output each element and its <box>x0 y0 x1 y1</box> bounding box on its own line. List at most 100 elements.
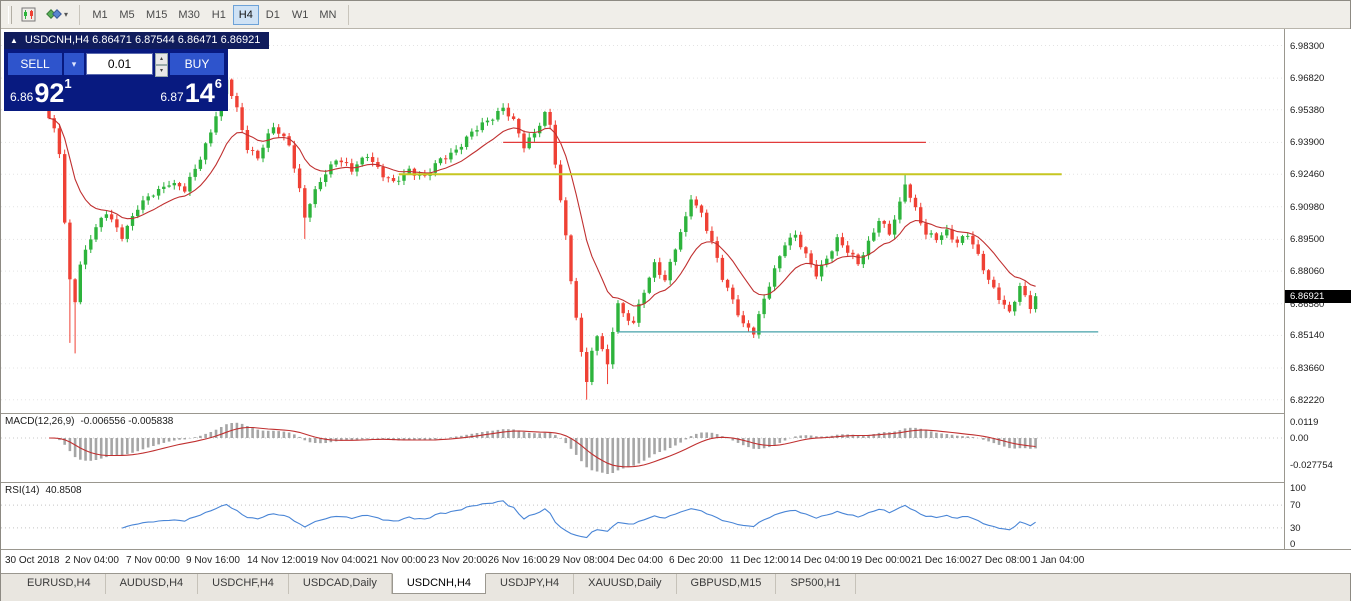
lot-dropdown-button[interactable]: ▾ <box>64 53 84 75</box>
lot-decrease-button[interactable]: ▾ <box>155 65 168 77</box>
time-axis-label: 23 Nov 20:00 <box>428 555 488 566</box>
time-axis-label: 4 Dec 04:00 <box>609 555 663 566</box>
time-axis-label: 1 Jan 04:00 <box>1032 555 1085 566</box>
macd-panel[interactable]: MACD(12,26,9) -0.006556 -0.005838 <box>1 414 1284 482</box>
time-axis-label: 9 Nov 16:00 <box>186 555 240 566</box>
rsi-name: RSI(14) <box>5 485 40 496</box>
timeframe-button-m5[interactable]: M5 <box>119 8 135 21</box>
chart-tab-eurusd-h4[interactable]: EURUSD,H4 <box>13 574 106 594</box>
lot-size-input[interactable] <box>86 53 153 75</box>
price-axis-label: 6.82220 <box>1290 395 1325 406</box>
price-axis-label: 6.96820 <box>1290 73 1325 84</box>
sell-button[interactable]: SELL <box>8 53 62 75</box>
toolbar-grip[interactable] <box>8 5 12 24</box>
chart-tab-usdchf-h4[interactable]: USDCHF,H4 <box>198 574 289 594</box>
time-axis-label: 19 Dec 00:00 <box>851 555 911 566</box>
macd-label: MACD(12,26,9) -0.006556 -0.005838 <box>5 416 179 427</box>
price-axis-label: 6.90980 <box>1290 202 1325 213</box>
time-axis-label: 7 Nov 00:00 <box>126 555 180 566</box>
macd-values: -0.006556 -0.005838 <box>80 416 174 427</box>
time-axis-label: 27 Dec 08:00 <box>971 555 1031 566</box>
price-axis-label: 6.89500 <box>1290 234 1325 245</box>
ask-price-digits: 14 <box>184 78 215 108</box>
time-axis-label: 26 Nov 16:00 <box>488 555 548 566</box>
price-axis-label: 6.83660 <box>1290 363 1325 374</box>
panel-divider <box>1 549 1350 550</box>
timeframe-button-h4[interactable]: H4 <box>232 4 259 25</box>
price-axis-label: 6.98300 <box>1290 41 1325 52</box>
time-axis-label: 21 Nov 00:00 <box>367 555 427 566</box>
chart-tab-sp500-h1[interactable]: SP500,H1 <box>776 574 856 594</box>
timeframe-button-w1[interactable]: W1 <box>291 8 309 21</box>
time-axis[interactable]: 30 Oct 2018 2 Nov 04:00 7 Nov 00:00 9 Nov 1… <box>1 550 1351 573</box>
buy-button[interactable]: BUY <box>170 53 224 75</box>
time-axis-label: 30 Oct 2018 <box>5 555 60 566</box>
price-axis-label: 6.88060 <box>1290 266 1325 277</box>
candlestick-chart-icon <box>21 7 36 22</box>
timeframe-button-m15[interactable]: M15 <box>146 8 168 21</box>
timeframe-button-m30[interactable]: M30 <box>178 8 200 21</box>
panel-divider[interactable] <box>1 413 1350 414</box>
time-axis-label: 6 Dec 20:00 <box>669 555 723 566</box>
chart-title: ▲ USDCNH,H4 6.86471 6.87544 6.86471 6.86… <box>4 32 270 49</box>
rsi-axis-label: 0 <box>1290 539 1296 550</box>
timeframe-button-h1[interactable]: H1 <box>211 8 226 21</box>
macd-name: MACD(12,26,9) <box>5 416 75 427</box>
time-axis-label: 2 Nov 04:00 <box>65 555 119 566</box>
macd-axis-label: 0.0119 <box>1290 417 1319 428</box>
ask-price-prefix: 6.87 <box>160 90 184 104</box>
chart-title-text: USDCNH,H4 6.86471 6.87544 6.86471 6.8692… <box>24 34 261 46</box>
current-price-badge: 6.86921 <box>1285 290 1351 303</box>
chart-tab-xauusd-daily[interactable]: XAUUSD,Daily <box>574 574 677 594</box>
timeframe-group: M1 M5 M15 M30 H1 H4 D1 W1 MN <box>87 4 341 25</box>
price-axis-label: 6.92460 <box>1290 169 1325 180</box>
time-axis-label: 14 Nov 12:00 <box>247 555 307 566</box>
price-axis-label: 6.95380 <box>1290 105 1325 116</box>
price-axis-label: 6.86580 <box>1290 299 1325 310</box>
candlestick-chart[interactable] <box>1 29 1284 413</box>
objects-button[interactable]: ▾ <box>42 4 72 26</box>
time-axis-label: 11 Dec 12:00 <box>730 555 789 566</box>
macd-chart[interactable] <box>1 414 1284 482</box>
time-axis-label: 29 Nov 08:00 <box>549 555 609 566</box>
bid-price-prefix: 6.86 <box>10 90 34 104</box>
rsi-axis-label: 30 <box>1290 523 1301 534</box>
collapse-icon[interactable]: ▲ <box>10 35 18 45</box>
timeframe-button-mn[interactable]: MN <box>319 8 337 21</box>
time-axis-label: 21 Dec 16:00 <box>911 555 971 566</box>
timeframe-button-m1[interactable]: M1 <box>92 8 108 21</box>
price-axis[interactable]: 6.98300 6.96820 6.95380 6.93900 6.92460 6.909… <box>1284 29 1351 550</box>
time-axis-label: 19 Nov 04:00 <box>307 555 367 566</box>
status-strip <box>1 594 1350 601</box>
price-axis-label: 6.93900 <box>1290 137 1325 148</box>
bid-price-pip: 1 <box>64 76 72 91</box>
chart-tab-usdjpy-h4[interactable]: USDJPY,H4 <box>486 574 575 594</box>
toolbar-separator <box>348 4 350 25</box>
chart-tab-usdcnh-h4[interactable]: USDCNH,H4 <box>391 573 487 594</box>
rsi-axis-label: 100 <box>1290 483 1306 494</box>
rsi-axis-label: 70 <box>1290 500 1301 511</box>
rsi-value: 40.8508 <box>45 485 82 496</box>
price-axis-label: 6.85140 <box>1290 330 1325 341</box>
chart-tab-audusd-h4[interactable]: AUDUSD,H4 <box>106 574 199 594</box>
objects-icon <box>46 9 62 19</box>
chart-tab-gbpusd-m15[interactable]: GBPUSD,M15 <box>677 574 777 594</box>
chart-tabs-bar: EURUSD,H4 AUDUSD,H4 USDCHF,H4 USDCAD,Daily U… <box>1 573 1350 594</box>
one-click-trading-panel: SELL ▾ ▴ ▾ BUY 6.86 92 1 6.87 14 6 <box>4 49 228 111</box>
bid-price-digits: 92 <box>34 78 65 108</box>
chart-tab-usdcad-daily[interactable]: USDCAD,Daily <box>289 574 392 594</box>
main-chart-panel[interactable]: ▲ USDCNH,H4 6.86471 6.87544 6.86471 6.86… <box>1 29 1284 413</box>
lot-stepper: ▴ ▾ <box>155 53 168 77</box>
ask-price-pip: 6 <box>214 76 222 91</box>
macd-axis-label: 0.00 <box>1290 433 1309 444</box>
rsi-panel[interactable]: RSI(14) 40.8508 <box>1 483 1284 549</box>
caret-down-icon: ▾ <box>64 10 69 19</box>
chart-window-button[interactable] <box>17 4 40 26</box>
lot-increase-button[interactable]: ▴ <box>155 53 168 65</box>
timeframe-button-d1[interactable]: D1 <box>265 8 280 21</box>
rsi-chart[interactable] <box>1 483 1284 549</box>
panel-divider[interactable] <box>1 482 1350 483</box>
time-axis-label: 14 Dec 04:00 <box>790 555 850 566</box>
macd-axis-label: -0.027754 <box>1290 460 1333 471</box>
